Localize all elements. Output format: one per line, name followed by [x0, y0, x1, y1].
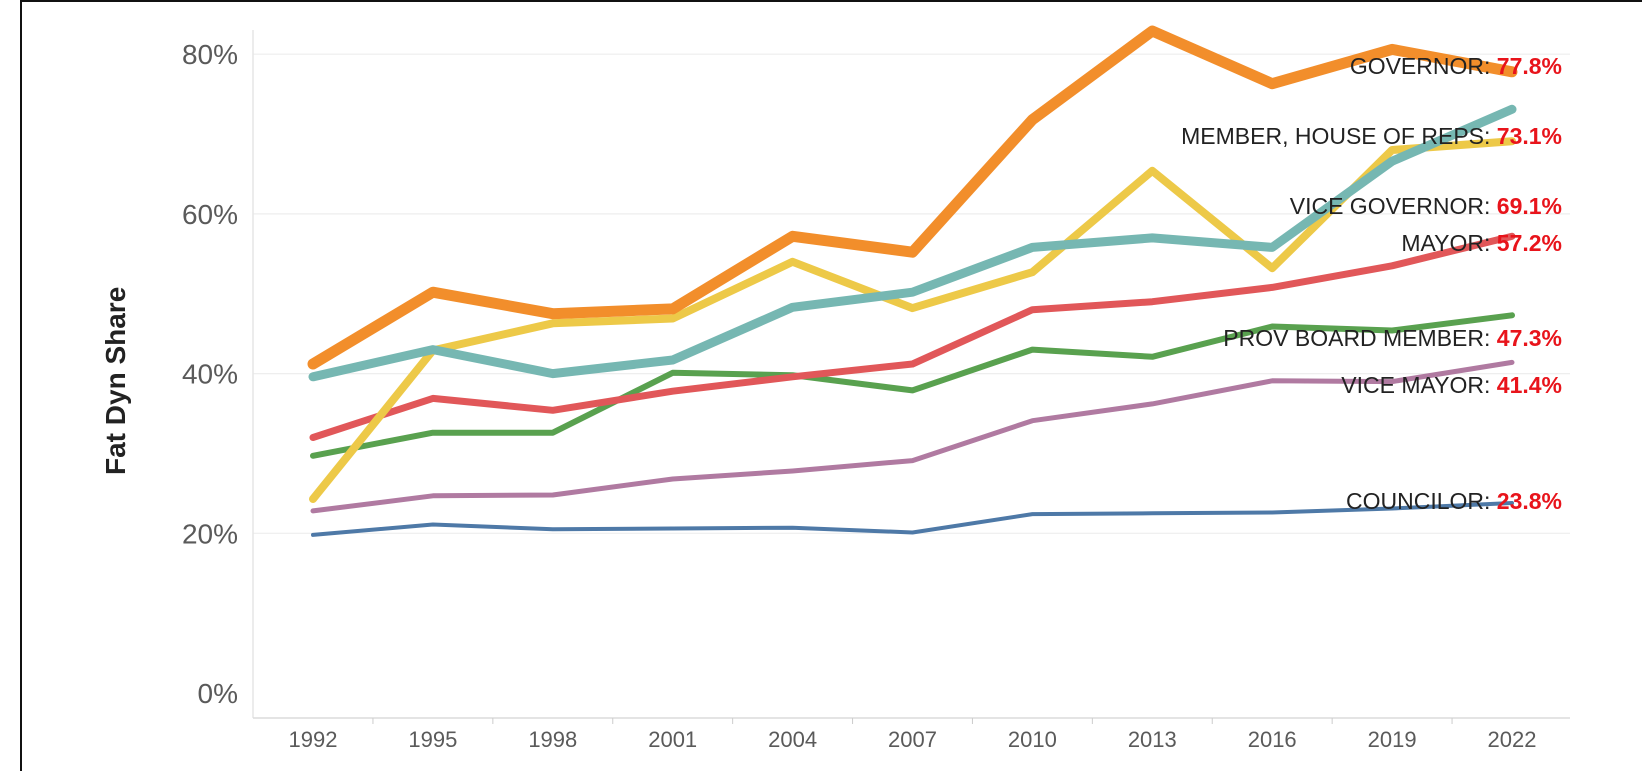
- series-line-vice-mayor: [310, 359, 1515, 514]
- series-line-member-house-of-reps: [308, 104, 1517, 382]
- end-label-member-house-of-reps: MEMBER, HOUSE OF REPS: 73.1%: [1181, 123, 1562, 149]
- series-line-mayor: [309, 232, 1516, 441]
- x-tick-label: 2013: [1128, 727, 1177, 752]
- end-label-councilor: COUNCILOR: 23.8%: [1346, 488, 1562, 514]
- chart-frame: [20, 0, 1642, 771]
- x-tick-label: 2010: [1008, 727, 1057, 752]
- axes: 0% 20% 40% 60% 80% 1992 1995 1998 2001 2004 2007 20…: [182, 30, 1570, 752]
- end-label-vice-governor: VICE GOVERNOR: 69.1%: [1290, 193, 1562, 219]
- x-tick-label: 2007: [888, 727, 937, 752]
- x-tick-label: 1998: [528, 727, 577, 752]
- series-line-governor: [307, 25, 1518, 370]
- y-tick-label: 0%: [198, 678, 238, 709]
- end-label-mayor: MAYOR: 57.2%: [1401, 230, 1562, 256]
- x-tick-label: 2022: [1488, 727, 1537, 752]
- end-label-vice-mayor: VICE MAYOR: 41.4%: [1341, 372, 1562, 398]
- x-tick-label: 1992: [289, 727, 338, 752]
- y-tick-label: 80%: [182, 39, 238, 70]
- y-tick-label: 40%: [182, 359, 238, 390]
- y-tick-label: 60%: [182, 199, 238, 230]
- x-tick-label: 2016: [1248, 727, 1297, 752]
- series-lines: [307, 25, 1518, 537]
- y-tick-label: 20%: [182, 518, 238, 549]
- series-line-vice-governor: [309, 137, 1516, 503]
- series-line-councilor: [311, 501, 1514, 537]
- x-tick-label: 1995: [408, 727, 457, 752]
- end-label-governor: GOVERNOR: 77.8%: [1350, 53, 1562, 79]
- x-tick-label: 2019: [1368, 727, 1417, 752]
- series-line-prov-board-member: [310, 312, 1515, 459]
- series-labels: COUNCILOR: 23.8% VICE MAYOR: 41.4% PROV BO…: [1181, 53, 1562, 514]
- x-tick-label: 2001: [648, 727, 697, 752]
- x-tick-label: 2004: [768, 727, 817, 752]
- end-label-prov-board-member: PROV BOARD MEMBER: 47.3%: [1223, 325, 1562, 351]
